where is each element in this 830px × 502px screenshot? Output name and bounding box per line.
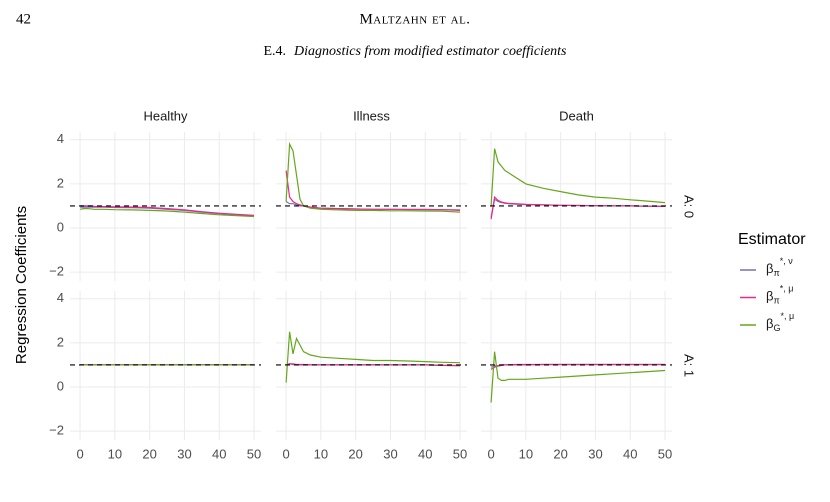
legend-sup: *, ν [780,256,794,266]
x-tick-label: 50 [658,446,672,461]
y-tick-label: −2 [49,423,64,438]
y-axis-title: Regression Coefficients [13,206,30,364]
section-heading: E.4. Diagnostics from modified estimator … [263,44,567,59]
x-tick-label: 20 [142,446,156,461]
series-line [490,198,666,218]
y-tick-label: 0 [57,219,64,234]
x-tick-label: 0 [76,446,83,461]
legend-base: β [766,261,773,276]
legend-sub: π [773,268,779,278]
x-tick-label: 30 [177,446,191,461]
legend-label: βπ*, μ [766,284,793,306]
x-tick-label: 30 [383,446,397,461]
y-tick-label: 2 [57,175,64,190]
x-tick-label: 20 [348,446,362,461]
series-line [285,331,461,383]
column-strip-label: Healthy [143,108,188,123]
section-title: Diagnostics from modified estimator coef… [293,44,567,59]
y-tick-label: 4 [57,290,64,305]
x-tick-label: 20 [553,446,567,461]
running-head: Maltzahn et al. [359,11,470,27]
row-strip-label: A: 0 [682,195,697,218]
legend-sub: G [773,323,780,333]
x-tick-label: 40 [212,446,226,461]
series-line [490,195,666,220]
x-tick-label: 10 [314,446,328,461]
x-tick-label: 10 [519,446,533,461]
row-strip-label: A: 1 [682,354,697,377]
y-tick-label: 2 [57,334,64,349]
legend-title: Estimator [738,231,806,248]
legend-label: βπ*, ν [766,256,793,278]
x-tick-label: 50 [247,446,261,461]
section-number: E.4. [263,44,286,59]
x-tick-label: 40 [623,446,637,461]
x-tick-label: 50 [453,446,467,461]
page-number: 42 [16,11,31,27]
x-tick-label: 40 [418,446,432,461]
legend-sup: *, μ [780,284,794,294]
x-tick-label: 0 [282,446,289,461]
legend-sup: *, μ [781,311,795,321]
column-strip-label: Illness [353,108,390,123]
x-tick-label: 30 [588,446,602,461]
y-tick-label: −2 [49,264,64,279]
x-tick-label: 0 [487,446,494,461]
y-tick-label: 0 [57,378,64,393]
series-line [285,170,461,211]
series-line [490,351,666,403]
series-line [285,363,461,367]
legend-label: βG*, μ [766,311,794,333]
legend-base: β [766,316,773,331]
series-line [79,208,255,218]
series-line [490,363,665,370]
y-tick-label: 4 [57,131,64,146]
x-tick-label: 10 [108,446,122,461]
legend-base: β [766,289,773,304]
series-line [285,141,461,213]
series-line [490,148,666,206]
legend-sub: π [773,296,779,306]
column-strip-label: Death [559,108,594,123]
